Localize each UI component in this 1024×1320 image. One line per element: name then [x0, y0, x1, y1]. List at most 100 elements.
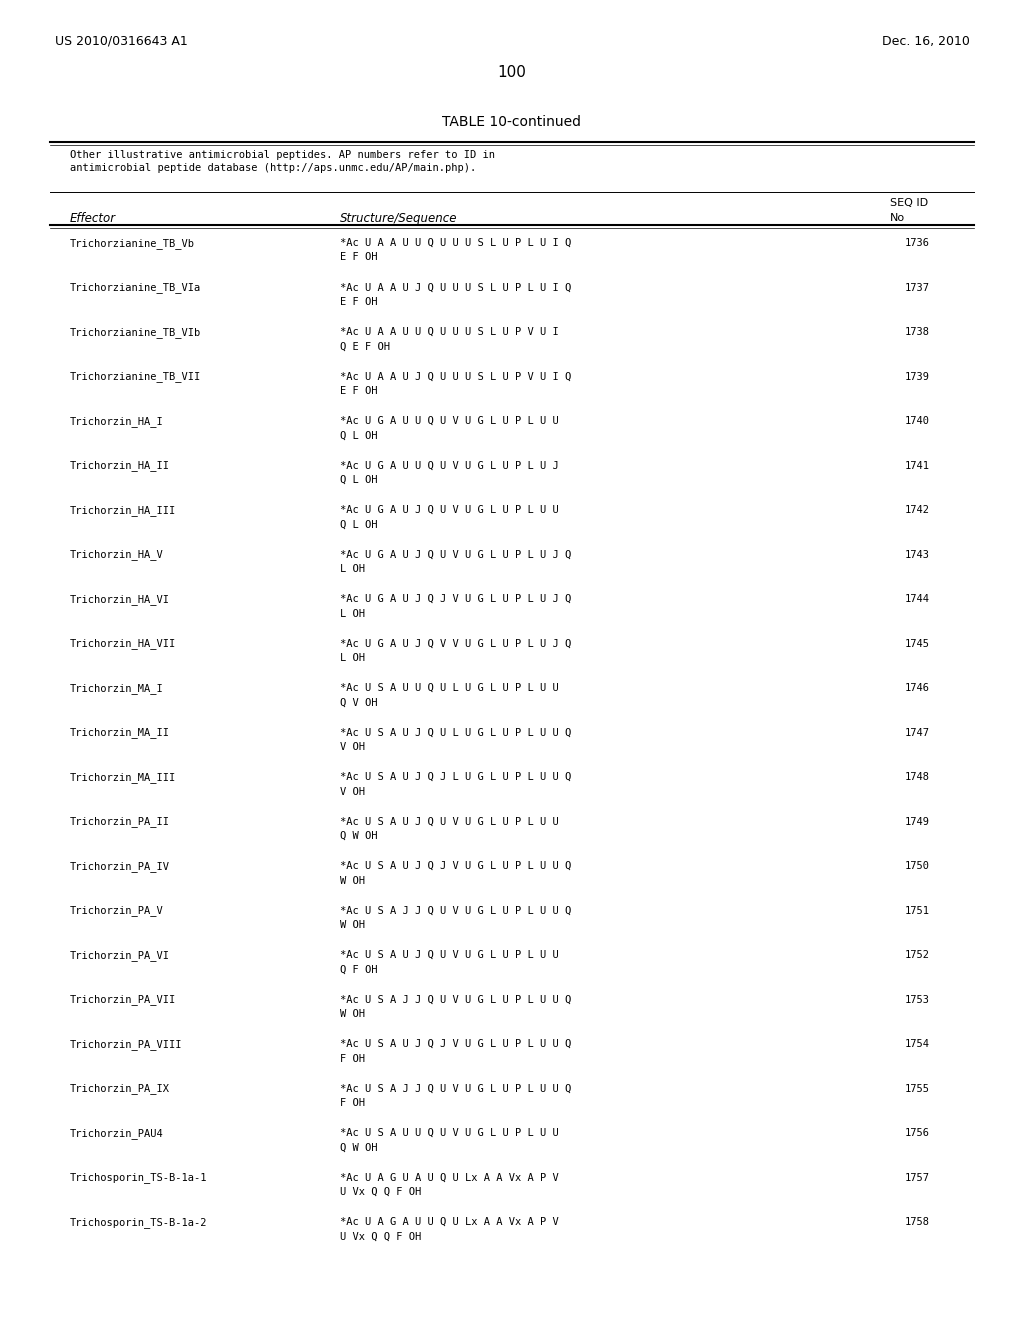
Text: *Ac U G A U J Q V V U G L U P L U J Q: *Ac U G A U J Q V V U G L U P L U J Q: [340, 639, 571, 648]
Text: 1755: 1755: [905, 1084, 930, 1093]
Text: Trichosporin_TS-B-1a-1: Trichosporin_TS-B-1a-1: [70, 1172, 208, 1184]
Text: 1736: 1736: [905, 238, 930, 248]
Text: 1748: 1748: [905, 772, 930, 781]
Text: F OH: F OH: [340, 1053, 365, 1064]
Text: Trichorzin_HA_VI: Trichorzin_HA_VI: [70, 594, 170, 605]
Text: *Ac U S A U J Q J L U G L U P L U U Q: *Ac U S A U J Q J L U G L U P L U U Q: [340, 772, 571, 781]
Text: E F OH: E F OH: [340, 297, 378, 308]
Text: 1740: 1740: [905, 416, 930, 426]
Text: 1743: 1743: [905, 549, 930, 560]
Text: Q W OH: Q W OH: [340, 1143, 378, 1152]
Text: 1758: 1758: [905, 1217, 930, 1228]
Text: Trichorzianine_TB_VIa: Trichorzianine_TB_VIa: [70, 282, 202, 293]
Text: TABLE 10-continued: TABLE 10-continued: [442, 115, 582, 129]
Text: Trichorzin_MA_II: Trichorzin_MA_II: [70, 727, 170, 738]
Text: Trichorzin_PA_VII: Trichorzin_PA_VII: [70, 994, 176, 1006]
Text: Trichorzin_MA_III: Trichorzin_MA_III: [70, 772, 176, 783]
Text: Q L OH: Q L OH: [340, 520, 378, 529]
Text: 100: 100: [498, 65, 526, 81]
Text: 1741: 1741: [905, 461, 930, 470]
Text: *Ac U S A J J Q U V U G L U P L U U Q: *Ac U S A J J Q U V U G L U P L U U Q: [340, 994, 571, 1005]
Text: L OH: L OH: [340, 564, 365, 574]
Text: Other illustrative antimicrobial peptides. AP numbers refer to ID in
antimicrobi: Other illustrative antimicrobial peptide…: [70, 150, 495, 173]
Text: Trichorzianine_TB_Vb: Trichorzianine_TB_Vb: [70, 238, 195, 249]
Text: US 2010/0316643 A1: US 2010/0316643 A1: [55, 36, 187, 48]
Text: Q F OH: Q F OH: [340, 965, 378, 974]
Text: Trichorzin_PA_V: Trichorzin_PA_V: [70, 906, 164, 916]
Text: SEQ ID: SEQ ID: [890, 198, 928, 209]
Text: Dec. 16, 2010: Dec. 16, 2010: [882, 36, 970, 48]
Text: *Ac U A G U A U Q U Lx A A Vx A P V: *Ac U A G U A U Q U Lx A A Vx A P V: [340, 1172, 559, 1183]
Text: *Ac U G A U U Q U V U G L U P L U J: *Ac U G A U U Q U V U G L U P L U J: [340, 461, 559, 470]
Text: *Ac U S A U U Q U L U G L U P L U U: *Ac U S A U U Q U L U G L U P L U U: [340, 682, 559, 693]
Text: V OH: V OH: [340, 787, 365, 796]
Text: W OH: W OH: [340, 1008, 365, 1019]
Text: L OH: L OH: [340, 609, 365, 619]
Text: Structure/Sequence: Structure/Sequence: [340, 213, 458, 224]
Text: 1746: 1746: [905, 682, 930, 693]
Text: Q L OH: Q L OH: [340, 430, 378, 441]
Text: Q L OH: Q L OH: [340, 475, 378, 484]
Text: 1742: 1742: [905, 506, 930, 515]
Text: Q V OH: Q V OH: [340, 697, 378, 708]
Text: Trichorzin_HA_I: Trichorzin_HA_I: [70, 416, 164, 426]
Text: W OH: W OH: [340, 875, 365, 886]
Text: Trichorzin_PA_IV: Trichorzin_PA_IV: [70, 861, 170, 873]
Text: 1751: 1751: [905, 906, 930, 916]
Text: *Ac U S A U U Q U V U G L U P L U U: *Ac U S A U U Q U V U G L U P L U U: [340, 1129, 559, 1138]
Text: E F OH: E F OH: [340, 252, 378, 263]
Text: 1737: 1737: [905, 282, 930, 293]
Text: 1744: 1744: [905, 594, 930, 605]
Text: 1750: 1750: [905, 861, 930, 871]
Text: *Ac U G A U U Q U V U G L U P L U U: *Ac U G A U U Q U V U G L U P L U U: [340, 416, 559, 426]
Text: 1749: 1749: [905, 817, 930, 826]
Text: 1754: 1754: [905, 1039, 930, 1049]
Text: Trichorzin_PA_II: Trichorzin_PA_II: [70, 817, 170, 828]
Text: 1752: 1752: [905, 950, 930, 960]
Text: Trichorzin_HA_V: Trichorzin_HA_V: [70, 549, 164, 561]
Text: 1745: 1745: [905, 639, 930, 648]
Text: U Vx Q Q F OH: U Vx Q Q F OH: [340, 1187, 421, 1197]
Text: Q E F OH: Q E F OH: [340, 342, 390, 351]
Text: *Ac U G A U J Q J V U G L U P L U J Q: *Ac U G A U J Q J V U G L U P L U J Q: [340, 594, 571, 605]
Text: 1757: 1757: [905, 1172, 930, 1183]
Text: *Ac U A G A U U Q U Lx A A Vx A P V: *Ac U A G A U U Q U Lx A A Vx A P V: [340, 1217, 559, 1228]
Text: Trichorzin_HA_VII: Trichorzin_HA_VII: [70, 639, 176, 649]
Text: Trichorzin_PAU4: Trichorzin_PAU4: [70, 1129, 164, 1139]
Text: *Ac U A A U U Q U U U S L U P V U I: *Ac U A A U U Q U U U S L U P V U I: [340, 327, 559, 337]
Text: *Ac U G A U J Q U V U G L U P L U U: *Ac U G A U J Q U V U G L U P L U U: [340, 506, 559, 515]
Text: 1756: 1756: [905, 1129, 930, 1138]
Text: Trichorzianine_TB_VIb: Trichorzianine_TB_VIb: [70, 327, 202, 338]
Text: Trichorzianine_TB_VII: Trichorzianine_TB_VII: [70, 371, 202, 383]
Text: 1747: 1747: [905, 727, 930, 738]
Text: 1738: 1738: [905, 327, 930, 337]
Text: 1753: 1753: [905, 994, 930, 1005]
Text: Trichorzin_PA_VIII: Trichorzin_PA_VIII: [70, 1039, 182, 1049]
Text: *Ac U A A U J Q U U U S L U P V U I Q: *Ac U A A U J Q U U U S L U P V U I Q: [340, 371, 571, 381]
Text: *Ac U A A U U Q U U U S L U P L U I Q: *Ac U A A U U Q U U U S L U P L U I Q: [340, 238, 571, 248]
Text: *Ac U A A U J Q U U U S L U P L U I Q: *Ac U A A U J Q U U U S L U P L U I Q: [340, 282, 571, 293]
Text: U Vx Q Q F OH: U Vx Q Q F OH: [340, 1232, 421, 1242]
Text: W OH: W OH: [340, 920, 365, 931]
Text: Trichorzin_MA_I: Trichorzin_MA_I: [70, 682, 164, 694]
Text: F OH: F OH: [340, 1098, 365, 1107]
Text: Trichosporin_TS-B-1a-2: Trichosporin_TS-B-1a-2: [70, 1217, 208, 1228]
Text: *Ac U S A U J Q U V U G L U P L U U: *Ac U S A U J Q U V U G L U P L U U: [340, 817, 559, 826]
Text: E F OH: E F OH: [340, 385, 378, 396]
Text: Trichorzin_HA_III: Trichorzin_HA_III: [70, 506, 176, 516]
Text: *Ac U S A U J Q J V U G L U P L U U Q: *Ac U S A U J Q J V U G L U P L U U Q: [340, 1039, 571, 1049]
Text: Trichorzin_HA_II: Trichorzin_HA_II: [70, 461, 170, 471]
Text: Trichorzin_PA_VI: Trichorzin_PA_VI: [70, 950, 170, 961]
Text: *Ac U S A J J Q U V U G L U P L U U Q: *Ac U S A J J Q U V U G L U P L U U Q: [340, 906, 571, 916]
Text: *Ac U S A U J Q U V U G L U P L U U: *Ac U S A U J Q U V U G L U P L U U: [340, 950, 559, 960]
Text: L OH: L OH: [340, 653, 365, 663]
Text: *Ac U G A U J Q U V U G L U P L U J Q: *Ac U G A U J Q U V U G L U P L U J Q: [340, 549, 571, 560]
Text: Effector: Effector: [70, 213, 116, 224]
Text: *Ac U S A J J Q U V U G L U P L U U Q: *Ac U S A J J Q U V U G L U P L U U Q: [340, 1084, 571, 1093]
Text: *Ac U S A U J Q J V U G L U P L U U Q: *Ac U S A U J Q J V U G L U P L U U Q: [340, 861, 571, 871]
Text: Q W OH: Q W OH: [340, 832, 378, 841]
Text: Trichorzin_PA_IX: Trichorzin_PA_IX: [70, 1084, 170, 1094]
Text: V OH: V OH: [340, 742, 365, 752]
Text: No: No: [890, 213, 905, 223]
Text: 1739: 1739: [905, 371, 930, 381]
